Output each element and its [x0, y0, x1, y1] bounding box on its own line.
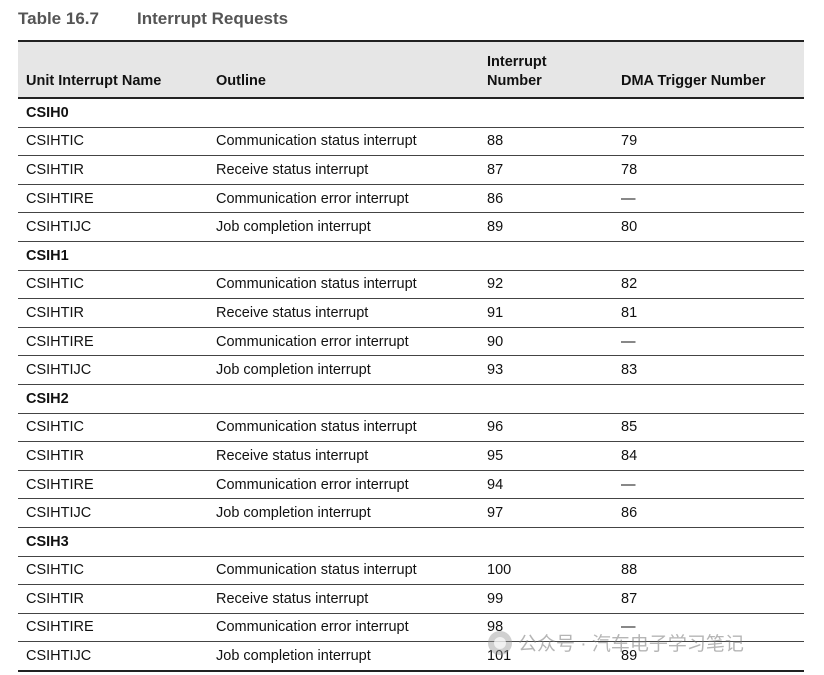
group-row: CSIH1 — [18, 241, 804, 271]
table-row: CSIHTIRE Communication error interrupt 90 — — [18, 327, 804, 356]
table-row: CSIHTIJC Job completion interrupt 89 80 — [18, 213, 804, 242]
table-row: CSIHTIR Receive status interrupt 91 81 — [18, 299, 804, 328]
cell-interrupt: 92 — [487, 276, 504, 293]
header-dma-trigger-number: DMA Trigger Number — [621, 73, 766, 89]
cell-interrupt: 97 — [487, 505, 504, 522]
cell-interrupt: 96 — [487, 419, 504, 436]
table-row: CSIHTIC Communication status interrupt 92 8… — [18, 270, 804, 299]
header-unit-interrupt-name: Unit Interrupt Name — [26, 73, 162, 89]
table-row: CSIHTIRE Communication error interrupt 98 — — [18, 613, 804, 642]
cell-outline: Receive status interrupt — [216, 590, 369, 607]
table-row: CSIHTIC Communication status interrupt 96 8… — [18, 413, 804, 442]
cell-interrupt: 86 — [487, 190, 504, 207]
group-name: CSIH2 — [26, 390, 69, 407]
cell-dma: 81 — [621, 304, 638, 321]
cell-interrupt: 90 — [487, 333, 504, 350]
cell-name: CSIHTIJC — [26, 362, 92, 379]
group-name: CSIH3 — [26, 533, 69, 550]
cell-interrupt: 98 — [487, 619, 504, 636]
cell-name: CSIHTIR — [26, 161, 84, 178]
table-row: CSIHTIJC Job completion interrupt 97 86 — [18, 499, 804, 528]
group-row: CSIH0 — [18, 98, 804, 128]
cell-interrupt: 99 — [487, 590, 504, 607]
cell-interrupt: 100 — [487, 562, 512, 579]
cell-dma: — — [621, 190, 636, 207]
cell-outline: Communication status interrupt — [216, 562, 417, 579]
cell-name: CSIHTIJC — [26, 505, 92, 522]
cell-outline: Job completion interrupt — [216, 362, 371, 379]
cell-name: CSIHTIR — [26, 447, 84, 464]
cell-name: CSIHTIR — [26, 304, 84, 321]
cell-dma: 87 — [621, 590, 638, 607]
cell-name: CSIHTIR — [26, 590, 84, 607]
cell-name: CSIHTIC — [26, 133, 84, 150]
cell-name: CSIHTIRE — [26, 476, 94, 493]
cell-dma: 78 — [621, 161, 638, 178]
cell-dma: — — [621, 333, 636, 350]
cell-dma: 84 — [621, 447, 638, 464]
cell-dma: 85 — [621, 419, 638, 436]
group-name: CSIH0 — [26, 104, 69, 121]
group-name: CSIH1 — [26, 247, 69, 264]
cell-outline: Communication status interrupt — [216, 419, 417, 436]
table-row: CSIHTIC Communication status interrupt 100… — [18, 556, 804, 585]
cell-interrupt: 94 — [487, 476, 504, 493]
cell-interrupt: 87 — [487, 161, 504, 178]
table-number: Table 16.7 — [18, 9, 99, 28]
table-row: CSIHTIRE Communication error interrupt 94 — — [18, 470, 804, 499]
table-row: CSIHTIC Communication status interrupt 88 7… — [18, 127, 804, 156]
cell-name: CSIHTIC — [26, 276, 84, 293]
cell-name: CSIHTIRE — [26, 190, 94, 207]
cell-interrupt: 95 — [487, 447, 504, 464]
cell-dma: 83 — [621, 362, 638, 379]
cell-outline: Job completion interrupt — [216, 648, 371, 665]
cell-interrupt: 101 — [487, 648, 512, 665]
cell-interrupt: 89 — [487, 219, 504, 236]
cell-outline: Communication status interrupt — [216, 133, 417, 150]
cell-interrupt: 88 — [487, 133, 504, 150]
cell-outline: Job completion interrupt — [216, 505, 371, 522]
interrupt-requests-table: Unit Interrupt Name Outline Interrupt Nu… — [18, 40, 804, 672]
cell-outline: Communication error interrupt — [216, 476, 409, 493]
cell-name: CSIHTIJC — [26, 648, 92, 665]
cell-outline: Communication error interrupt — [216, 619, 409, 636]
table-caption: Table 16.7 Interrupt Requests — [18, 9, 288, 29]
cell-outline: Receive status interrupt — [216, 161, 369, 178]
cell-outline: Communication error interrupt — [216, 333, 409, 350]
table-row: CSIHTIRE Communication error interrupt 86 — — [18, 184, 804, 213]
header-interrupt-number: Interrupt Number — [487, 54, 547, 89]
cell-dma: 82 — [621, 276, 638, 293]
cell-name: CSIHTIC — [26, 562, 84, 579]
cell-outline: Receive status interrupt — [216, 304, 369, 321]
cell-outline: Job completion interrupt — [216, 219, 371, 236]
group-row: CSIH2 — [18, 384, 804, 414]
group-row: CSIH3 — [18, 527, 804, 556]
header-outline: Outline — [216, 73, 266, 89]
table-row: CSIHTIR Receive status interrupt 99 87 — [18, 585, 804, 614]
table-row: CSIHTIR Receive status interrupt 95 84 — [18, 442, 804, 471]
cell-dma: 89 — [621, 648, 638, 665]
cell-dma: — — [621, 619, 636, 636]
table-row: CSIHTIJC Job completion interrupt 101 89 — [18, 642, 804, 671]
table-row: CSIHTIR Receive status interrupt 87 78 — [18, 156, 804, 185]
cell-dma: — — [621, 476, 636, 493]
cell-dma: 86 — [621, 505, 638, 522]
table-header-row: Unit Interrupt Name Outline Interrupt Nu… — [18, 41, 804, 98]
cell-outline: Communication status interrupt — [216, 276, 417, 293]
cell-name: CSIHTIRE — [26, 619, 94, 636]
cell-name: CSIHTIJC — [26, 219, 92, 236]
cell-interrupt: 91 — [487, 304, 504, 321]
cell-dma: 88 — [621, 562, 638, 579]
cell-name: CSIHTIC — [26, 419, 84, 436]
cell-name: CSIHTIRE — [26, 333, 94, 350]
table-row: CSIHTIJC Job completion interrupt 93 83 — [18, 356, 804, 385]
table-title: Interrupt Requests — [137, 9, 289, 28]
cell-interrupt: 93 — [487, 362, 504, 379]
cell-outline: Communication error interrupt — [216, 190, 409, 207]
cell-dma: 79 — [621, 133, 638, 150]
cell-dma: 80 — [621, 219, 638, 236]
cell-outline: Receive status interrupt — [216, 447, 369, 464]
